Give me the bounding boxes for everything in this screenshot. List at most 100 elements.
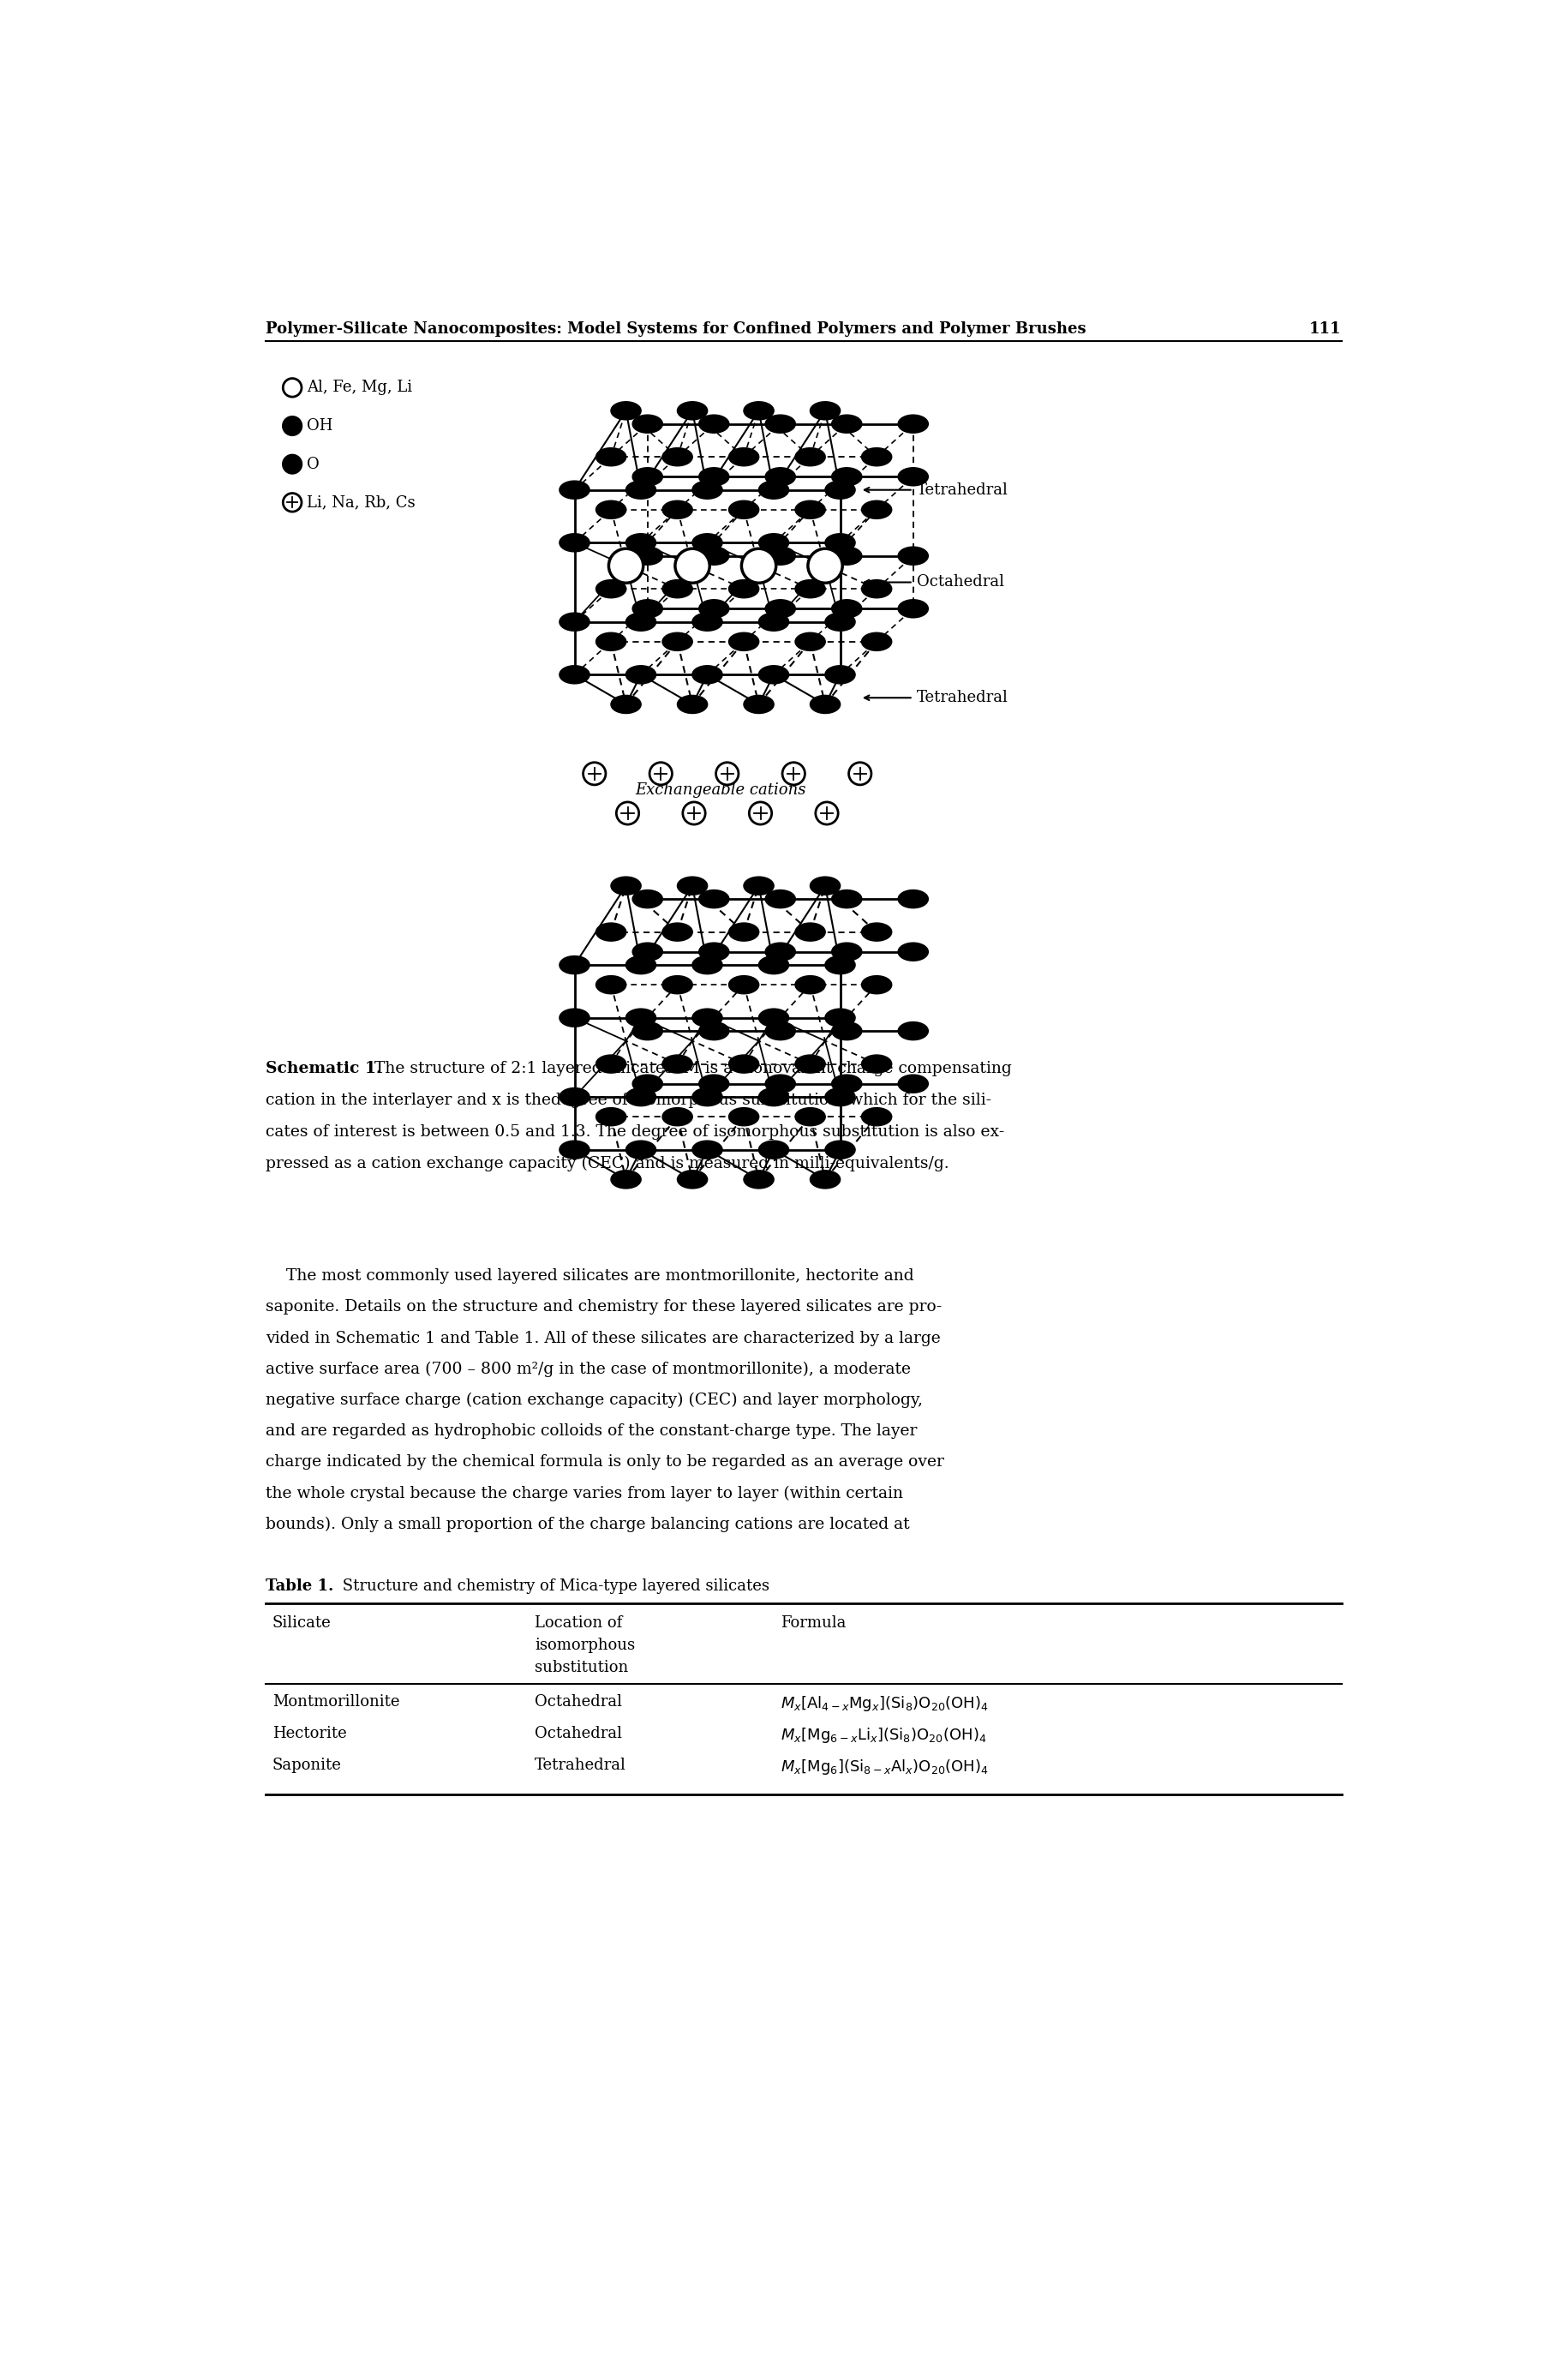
Ellipse shape <box>759 535 789 552</box>
Ellipse shape <box>862 923 891 942</box>
Ellipse shape <box>742 549 776 583</box>
Ellipse shape <box>560 535 590 552</box>
Text: Silicate: Silicate <box>273 1615 331 1631</box>
Ellipse shape <box>795 1056 825 1072</box>
Ellipse shape <box>663 923 691 942</box>
Ellipse shape <box>596 977 626 994</box>
Ellipse shape <box>626 956 655 973</box>
Ellipse shape <box>596 923 626 942</box>
Ellipse shape <box>663 1108 691 1125</box>
Ellipse shape <box>693 1141 721 1158</box>
Ellipse shape <box>795 1108 825 1125</box>
Ellipse shape <box>898 599 928 618</box>
Text: pressed as a cation exchange capacity (CEC) and is measured in milli-equivalents: pressed as a cation exchange capacity (C… <box>265 1156 949 1172</box>
Ellipse shape <box>795 977 825 994</box>
Ellipse shape <box>596 633 626 649</box>
Ellipse shape <box>862 1056 891 1072</box>
Ellipse shape <box>782 763 804 785</box>
Ellipse shape <box>633 547 662 564</box>
Ellipse shape <box>729 580 759 597</box>
Text: Tetrahedral: Tetrahedral <box>916 483 1008 497</box>
Text: 111: 111 <box>1309 321 1342 338</box>
Ellipse shape <box>633 599 662 618</box>
Ellipse shape <box>825 1141 855 1158</box>
Text: Formula: Formula <box>781 1615 845 1631</box>
Ellipse shape <box>898 468 928 485</box>
Ellipse shape <box>795 502 825 518</box>
Ellipse shape <box>862 1108 891 1125</box>
Ellipse shape <box>677 402 707 419</box>
Ellipse shape <box>693 666 721 682</box>
Ellipse shape <box>765 468 795 485</box>
Ellipse shape <box>663 977 691 994</box>
Ellipse shape <box>729 1108 759 1125</box>
Text: Tetrahedral: Tetrahedral <box>535 1757 626 1774</box>
Ellipse shape <box>699 889 729 908</box>
Text: $M_x[\mathrm{Mg}_{6-x}\mathrm{Li}_x](\mathrm{Si}_8)\mathrm{O}_{20}(\mathrm{OH})_: $M_x[\mathrm{Mg}_{6-x}\mathrm{Li}_x](\ma… <box>781 1726 986 1745</box>
Ellipse shape <box>612 697 641 713</box>
Ellipse shape <box>633 889 662 908</box>
Ellipse shape <box>699 599 729 618</box>
Ellipse shape <box>583 763 605 785</box>
Ellipse shape <box>795 633 825 649</box>
Text: Hectorite: Hectorite <box>273 1726 347 1741</box>
Ellipse shape <box>833 1075 861 1092</box>
Ellipse shape <box>729 923 759 942</box>
Ellipse shape <box>898 944 928 961</box>
Text: negative surface charge (cation exchange capacity) (CEC) and layer morphology,: negative surface charge (cation exchange… <box>265 1394 924 1408</box>
Ellipse shape <box>825 614 855 630</box>
Text: Li, Na, Rb, Cs: Li, Na, Rb, Cs <box>307 495 416 511</box>
Text: and are regarded as hydrophobic colloids of the constant-charge type. The layer: and are regarded as hydrophobic colloids… <box>265 1424 917 1439</box>
Ellipse shape <box>862 633 891 649</box>
Ellipse shape <box>729 633 759 649</box>
Ellipse shape <box>862 580 891 597</box>
Ellipse shape <box>596 1108 626 1125</box>
Text: Structure and chemistry of Mica-type layered silicates: Structure and chemistry of Mica-type lay… <box>337 1579 770 1593</box>
Ellipse shape <box>282 378 301 397</box>
Ellipse shape <box>729 1056 759 1072</box>
Ellipse shape <box>862 502 891 518</box>
Text: Polymer-Silicate Nanocomposites: Model Systems for Confined Polymers and Polymer: Polymer-Silicate Nanocomposites: Model S… <box>265 321 1087 338</box>
Ellipse shape <box>282 492 301 511</box>
Ellipse shape <box>560 666 590 682</box>
Ellipse shape <box>745 402 773 419</box>
Ellipse shape <box>808 549 842 583</box>
Ellipse shape <box>898 547 928 564</box>
Ellipse shape <box>729 977 759 994</box>
Text: Saponite: Saponite <box>273 1757 342 1774</box>
Ellipse shape <box>608 549 643 583</box>
Ellipse shape <box>693 614 721 630</box>
Text: $M_x[\mathrm{Mg}_6](\mathrm{Si}_{8-x}\mathrm{Al}_x)\mathrm{O}_{20}(\mathrm{OH})_: $M_x[\mathrm{Mg}_6](\mathrm{Si}_{8-x}\ma… <box>781 1757 988 1776</box>
Ellipse shape <box>663 449 691 466</box>
Ellipse shape <box>616 801 638 825</box>
Ellipse shape <box>699 1075 729 1092</box>
Text: cates of interest is between 0.5 and 1.3. The degree of isomorphous substitution: cates of interest is between 0.5 and 1.3… <box>265 1125 1005 1139</box>
Text: Al, Fe, Mg, Li: Al, Fe, Mg, Li <box>307 380 412 395</box>
Ellipse shape <box>811 1170 840 1189</box>
Text: vided in Schematic 1 and Table 1. All of these silicates are characterized by a : vided in Schematic 1 and Table 1. All of… <box>265 1332 941 1346</box>
Ellipse shape <box>626 614 655 630</box>
Ellipse shape <box>898 1075 928 1092</box>
Ellipse shape <box>898 889 928 908</box>
Ellipse shape <box>862 977 891 994</box>
Ellipse shape <box>765 889 795 908</box>
Ellipse shape <box>682 801 706 825</box>
Text: Octahedral: Octahedral <box>535 1726 622 1741</box>
Text: Octahedral: Octahedral <box>916 575 1004 590</box>
Ellipse shape <box>693 956 721 973</box>
Ellipse shape <box>677 697 707 713</box>
Ellipse shape <box>811 697 840 713</box>
Ellipse shape <box>745 877 773 894</box>
Ellipse shape <box>663 633 691 649</box>
Text: The structure of 2:1 layered silicates. M is a monovalent charge compensating: The structure of 2:1 layered silicates. … <box>370 1061 1011 1077</box>
Ellipse shape <box>729 449 759 466</box>
Ellipse shape <box>612 1170 641 1189</box>
Text: O: O <box>307 457 320 471</box>
Ellipse shape <box>633 1075 662 1092</box>
Ellipse shape <box>811 402 840 419</box>
Ellipse shape <box>663 502 691 518</box>
Ellipse shape <box>759 666 789 682</box>
Text: Tetrahedral: Tetrahedral <box>916 690 1008 706</box>
Text: the whole crystal because the charge varies from layer to layer (within certain: the whole crystal because the charge var… <box>265 1486 903 1501</box>
Ellipse shape <box>759 1141 789 1158</box>
